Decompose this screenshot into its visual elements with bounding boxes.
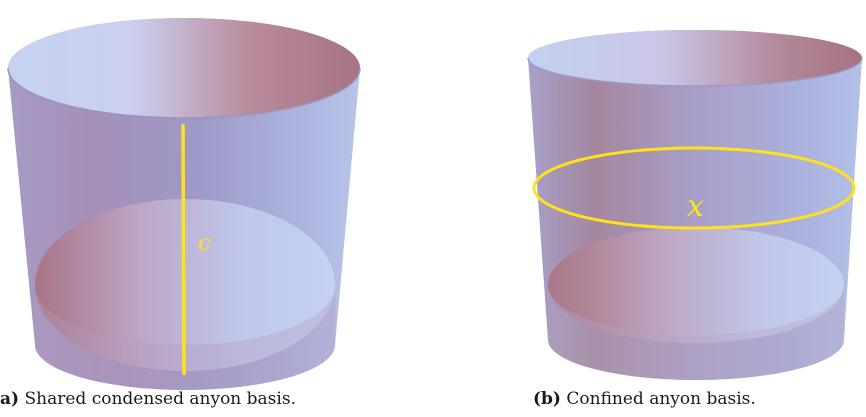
caption-b-tag: (b) [533, 389, 561, 409]
loop-string-x [532, 146, 856, 230]
caption-b: (b) Confined anyon basis. [533, 389, 756, 409]
vertical-string-c [181, 123, 186, 376]
cylinder-b-top-opening [528, 30, 862, 86]
figure-b: x (b) Confined anyon basis. [522, 0, 866, 417]
cylinder-b-illustration: x [527, 30, 863, 380]
caption-b-text: Confined anyon basis. [566, 389, 756, 409]
figure-a: c (a) Shared condensed anyon basis. [0, 0, 380, 417]
caption-a: (a) Shared condensed anyon basis. [0, 389, 296, 409]
label-x: x [687, 189, 704, 224]
caption-a-text: Shared condensed anyon basis. [24, 389, 296, 409]
cylinder-b-bottom [548, 227, 844, 343]
label-c: c [198, 231, 210, 256]
caption-a-tag: (a) [0, 389, 20, 409]
cylinder-a-illustration: c [7, 18, 361, 390]
cylinder-a-top-opening [8, 18, 360, 118]
